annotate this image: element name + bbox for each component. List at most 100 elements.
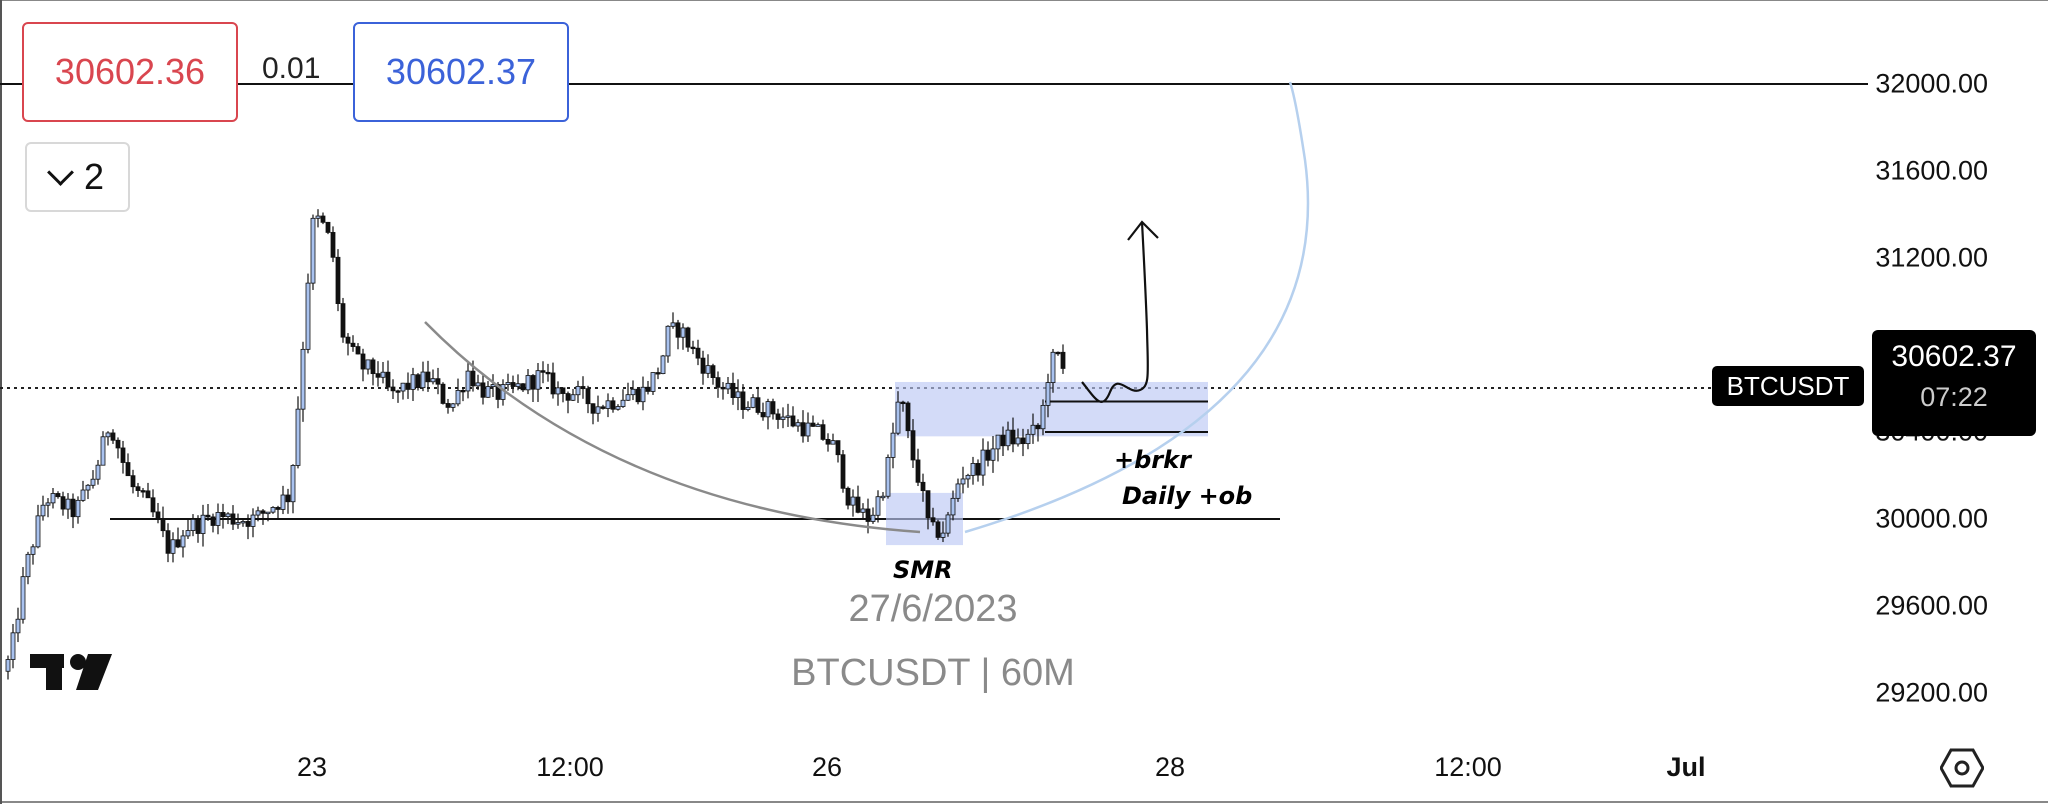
candle-body: [835, 440, 841, 456]
candle-body: [735, 391, 741, 398]
candle-body: [175, 539, 181, 548]
candle: [105, 431, 111, 446]
candle-body: [645, 386, 651, 392]
candle-body: [915, 459, 921, 483]
candle: [65, 493, 71, 519]
candle-body: [540, 370, 546, 373]
x-tick-label: 12:00: [536, 752, 604, 782]
candle: [555, 381, 561, 406]
candle-body: [20, 576, 26, 620]
candle-body: [140, 490, 146, 493]
candle: [155, 502, 161, 524]
sell-price-button[interactable]: 30602.36: [22, 22, 238, 122]
candle: [910, 419, 916, 468]
candle: [990, 435, 996, 473]
candle: [1030, 413, 1036, 444]
candle: [135, 482, 141, 497]
candle-body: [275, 507, 281, 510]
candle: [195, 515, 201, 543]
candle: [40, 495, 46, 521]
candle-body: [660, 355, 666, 375]
candle: [355, 343, 361, 355]
candle-body: [920, 481, 926, 492]
candle-body: [605, 400, 611, 409]
x-tick-label: 26: [811, 752, 843, 782]
candle-body: [360, 353, 366, 370]
candle: [210, 513, 216, 533]
candle: [295, 396, 301, 469]
candle-body: [255, 510, 261, 516]
quantity-selector[interactable]: 2: [25, 142, 130, 212]
candle-body: [695, 347, 701, 359]
candle: [440, 382, 446, 405]
candle: [580, 376, 586, 399]
candle-body: [1005, 429, 1011, 447]
candle-body: [650, 372, 656, 392]
candle: [185, 519, 191, 539]
candle: [480, 375, 486, 405]
candle: [1005, 421, 1011, 451]
candle: [125, 453, 131, 477]
candle-body: [825, 438, 831, 445]
candle: [465, 362, 471, 399]
candle-body: [85, 484, 91, 491]
candle-body: [465, 370, 471, 392]
candle-body: [980, 449, 986, 476]
candle-body: [820, 424, 826, 440]
candle-body: [855, 496, 861, 513]
candle: [25, 551, 31, 585]
candle-body: [190, 519, 196, 531]
candle: [545, 363, 551, 382]
candle: [825, 433, 831, 452]
candle: [805, 412, 811, 442]
candle-body: [800, 422, 806, 437]
candle: [55, 491, 61, 499]
candle-body: [150, 497, 156, 513]
candle: [685, 326, 691, 352]
candle-body: [165, 530, 171, 554]
candle: [375, 361, 381, 387]
candle: [360, 348, 366, 382]
candle-body: [815, 424, 821, 427]
saucer-curve: [424, 321, 921, 534]
candle-body: [740, 391, 746, 410]
candle: [945, 511, 951, 537]
candle-body: [440, 383, 446, 404]
candle: [925, 490, 931, 530]
arrow-head: [1127, 220, 1159, 241]
candle-body: [730, 382, 736, 398]
candle: [535, 363, 541, 402]
candle: [775, 408, 781, 429]
candle-body: [975, 463, 981, 476]
candle: [190, 514, 196, 537]
candle-body: [830, 440, 836, 445]
candle: [1025, 429, 1031, 450]
candle-body: [700, 357, 706, 374]
candle-body: [390, 386, 396, 392]
candle: [130, 469, 136, 494]
candle-body: [455, 390, 461, 405]
candle-body: [810, 422, 816, 427]
candle-body: [115, 439, 121, 449]
candle-body: [535, 370, 541, 390]
candle-body: [285, 494, 291, 503]
candle: [510, 375, 516, 394]
buy-price-button[interactable]: 30602.37: [353, 22, 569, 122]
candle-body: [490, 384, 496, 387]
candle-body: [850, 496, 856, 506]
candle: [90, 470, 96, 489]
candle-body: [575, 386, 581, 396]
y-tick-label: 32000.00: [1875, 68, 1988, 99]
candle: [410, 367, 416, 402]
candle: [780, 407, 786, 429]
candle: [10, 623, 16, 669]
candle: [875, 490, 881, 523]
candle: [765, 398, 771, 430]
candle: [235, 513, 241, 529]
candle-body: [715, 377, 721, 388]
candle-body: [50, 493, 56, 504]
candle-body: [395, 390, 401, 393]
settings-icon[interactable]: [1940, 748, 1984, 788]
candle: [1020, 428, 1026, 457]
